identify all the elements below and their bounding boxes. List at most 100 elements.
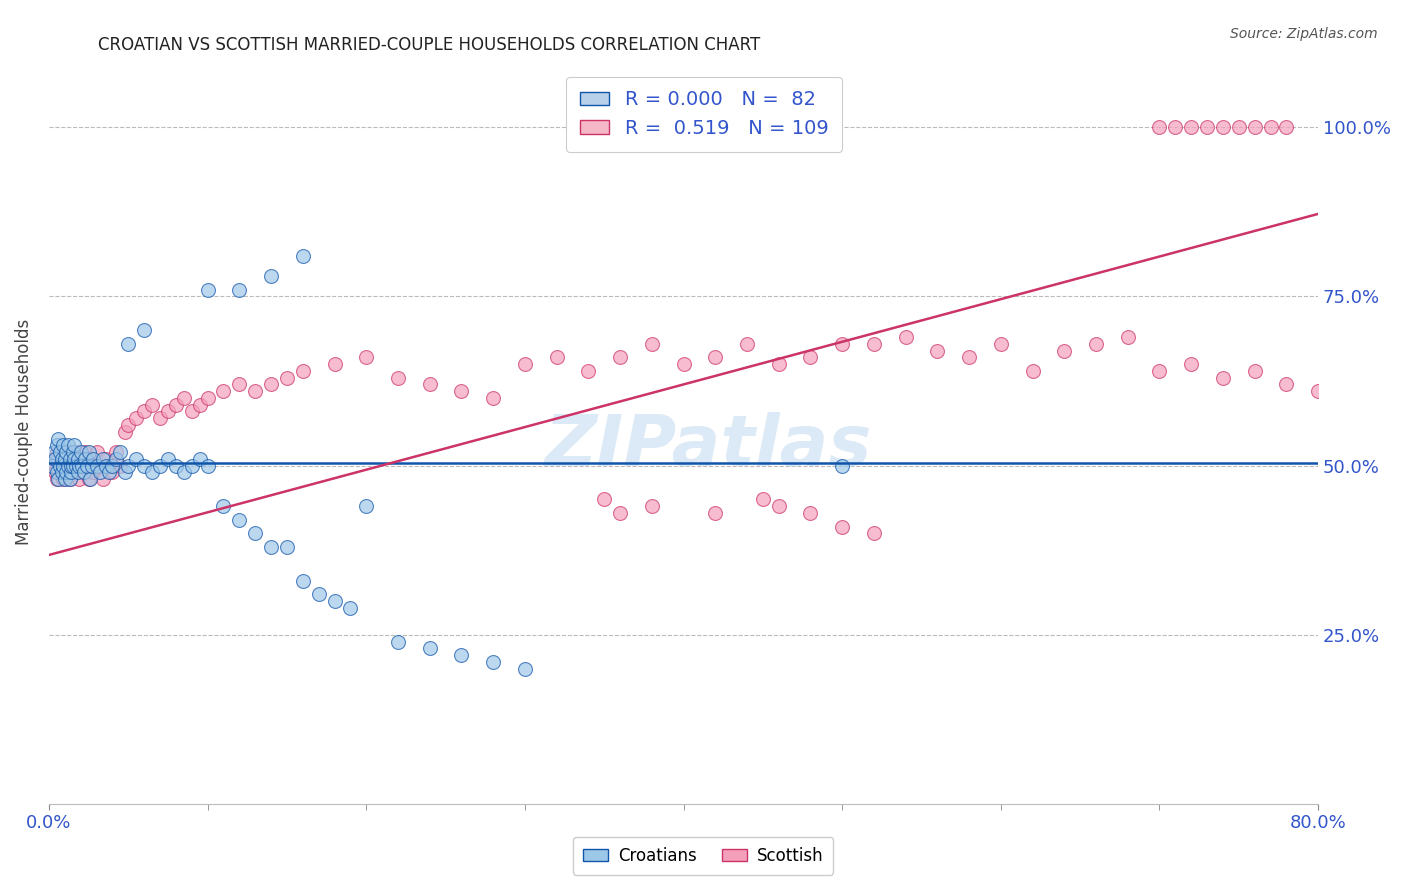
Point	[799, 351, 821, 365]
Point	[546, 351, 568, 365]
Point	[45, 438, 67, 452]
Point	[482, 391, 505, 405]
Point	[197, 283, 219, 297]
Point	[91, 472, 114, 486]
Point	[63, 438, 86, 452]
Point	[79, 472, 101, 486]
Point	[1116, 330, 1139, 344]
Point	[1085, 336, 1108, 351]
Point	[593, 492, 616, 507]
Point	[276, 370, 298, 384]
Point	[1149, 120, 1171, 135]
Point	[228, 283, 250, 297]
Point	[67, 472, 90, 486]
Point	[1275, 120, 1298, 135]
Point	[56, 458, 79, 473]
Point	[641, 500, 664, 514]
Point	[134, 458, 156, 473]
Point	[89, 458, 111, 473]
Point	[863, 526, 886, 541]
Point	[60, 466, 83, 480]
Point	[53, 472, 76, 486]
Point	[49, 466, 72, 480]
Point	[58, 451, 80, 466]
Point	[1243, 120, 1265, 135]
Point	[56, 438, 79, 452]
Point	[260, 377, 283, 392]
Point	[66, 466, 89, 480]
Point	[450, 648, 472, 662]
Point	[1164, 120, 1187, 135]
Point	[1149, 364, 1171, 378]
Point	[45, 472, 67, 486]
Point	[1053, 343, 1076, 358]
Point	[49, 458, 72, 473]
Point	[228, 513, 250, 527]
Point	[48, 432, 70, 446]
Point	[62, 458, 84, 473]
Point	[323, 594, 346, 608]
Point	[419, 641, 441, 656]
Point	[53, 458, 76, 473]
Point	[831, 519, 853, 533]
Point	[69, 445, 91, 459]
Point	[44, 451, 66, 466]
Point	[42, 445, 65, 459]
Point	[55, 445, 77, 459]
Point	[291, 574, 314, 588]
Point	[768, 357, 790, 371]
Point	[65, 445, 87, 459]
Point	[77, 445, 100, 459]
Point	[41, 458, 63, 473]
Point	[66, 451, 89, 466]
Point	[77, 472, 100, 486]
Point	[863, 336, 886, 351]
Point	[117, 417, 139, 432]
Point	[125, 411, 148, 425]
Point	[735, 336, 758, 351]
Point	[114, 466, 136, 480]
Point	[62, 445, 84, 459]
Point	[75, 451, 97, 466]
Point	[114, 425, 136, 439]
Point	[957, 351, 980, 365]
Point	[101, 458, 124, 473]
Point	[63, 451, 86, 466]
Point	[165, 458, 187, 473]
Point	[117, 336, 139, 351]
Point	[66, 458, 89, 473]
Point	[49, 445, 72, 459]
Point	[56, 445, 79, 459]
Point	[180, 458, 202, 473]
Point	[75, 445, 97, 459]
Point	[63, 466, 86, 480]
Point	[228, 377, 250, 392]
Point	[60, 451, 83, 466]
Point	[98, 458, 121, 473]
Point	[323, 357, 346, 371]
Point	[91, 451, 114, 466]
Point	[80, 458, 103, 473]
Point	[197, 391, 219, 405]
Point	[110, 445, 132, 459]
Point	[53, 451, 76, 466]
Point	[339, 600, 361, 615]
Point	[58, 472, 80, 486]
Point	[94, 451, 117, 466]
Point	[76, 458, 98, 473]
Point	[55, 466, 77, 480]
Point	[173, 466, 195, 480]
Point	[165, 398, 187, 412]
Point	[94, 458, 117, 473]
Point	[110, 458, 132, 473]
Point	[48, 472, 70, 486]
Point	[291, 249, 314, 263]
Point	[799, 506, 821, 520]
Point	[894, 330, 917, 344]
Point	[245, 526, 267, 541]
Point	[58, 472, 80, 486]
Point	[387, 370, 409, 384]
Point	[641, 336, 664, 351]
Point	[82, 451, 104, 466]
Point	[42, 451, 65, 466]
